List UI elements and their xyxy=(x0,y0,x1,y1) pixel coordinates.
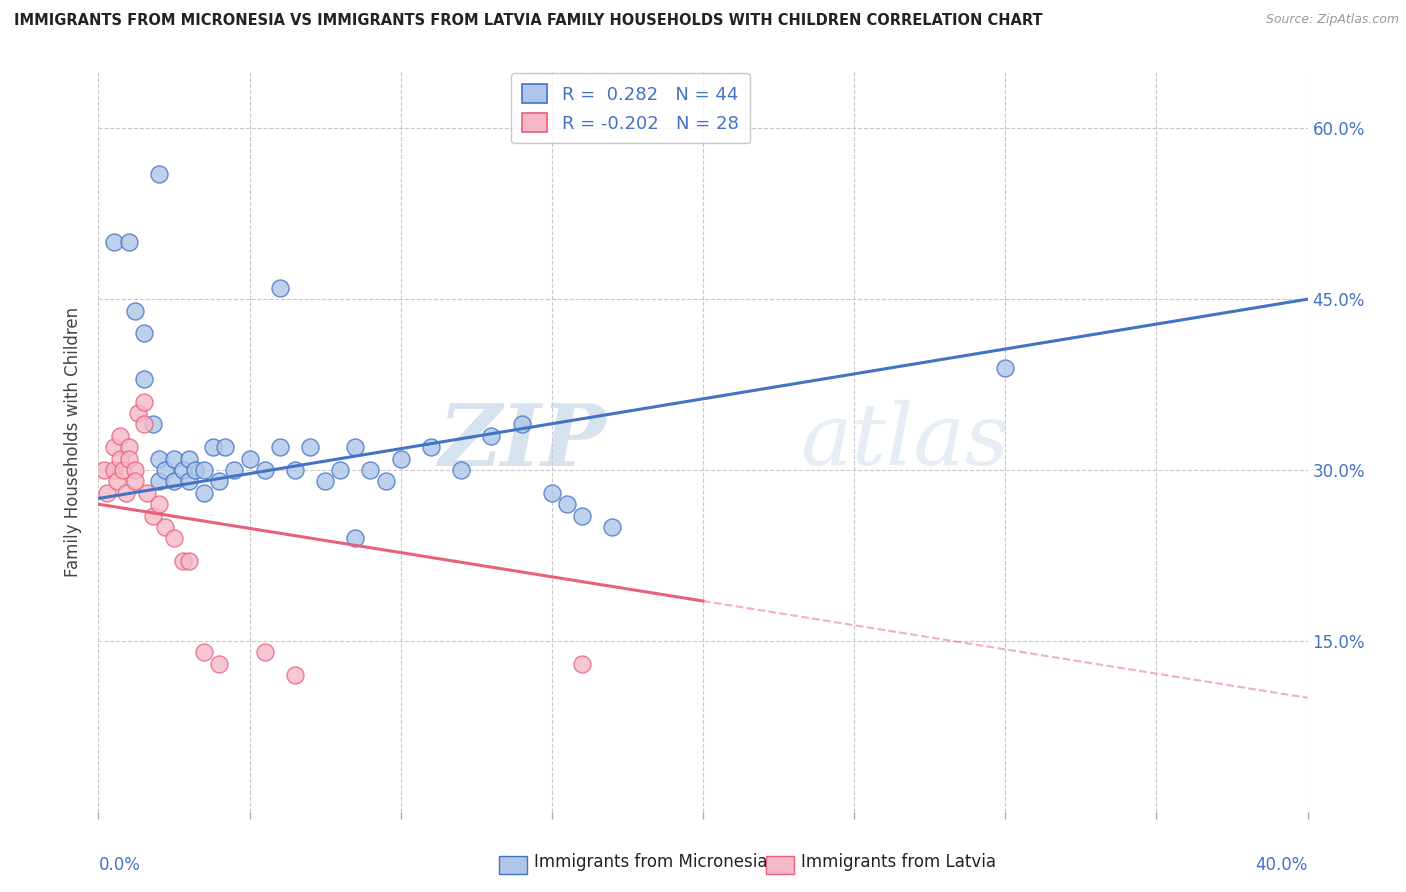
Point xyxy=(374,475,396,489)
Text: atlas: atlas xyxy=(800,401,1010,483)
Point xyxy=(179,451,201,466)
Point xyxy=(571,508,593,523)
Point xyxy=(93,463,115,477)
Point xyxy=(118,451,141,466)
Point xyxy=(153,520,176,534)
Point xyxy=(172,463,194,477)
Point xyxy=(124,475,146,489)
Point xyxy=(179,554,201,568)
Point xyxy=(481,429,503,443)
Point xyxy=(118,440,141,454)
Point xyxy=(111,463,134,477)
Point xyxy=(602,520,624,534)
Point xyxy=(172,554,194,568)
Point xyxy=(344,440,367,454)
Point xyxy=(450,463,472,477)
Text: 40.0%: 40.0% xyxy=(1256,856,1308,874)
Point xyxy=(179,475,201,489)
Y-axis label: Family Households with Children: Family Households with Children xyxy=(65,307,83,576)
Point xyxy=(540,485,562,500)
Point xyxy=(108,451,131,466)
Point xyxy=(105,475,128,489)
Text: Source: ZipAtlas.com: Source: ZipAtlas.com xyxy=(1265,13,1399,27)
Point xyxy=(253,463,276,477)
Point xyxy=(142,417,165,432)
Point xyxy=(148,497,170,511)
Text: ZIP: ZIP xyxy=(439,400,606,483)
Point xyxy=(314,475,336,489)
Point xyxy=(163,532,186,546)
Point xyxy=(135,485,157,500)
Point xyxy=(193,463,215,477)
Point xyxy=(193,485,215,500)
Point xyxy=(163,475,186,489)
Point xyxy=(148,451,170,466)
Text: Immigrants from Micronesia: Immigrants from Micronesia xyxy=(534,853,768,871)
Point xyxy=(224,463,246,477)
Point xyxy=(329,463,352,477)
Point xyxy=(284,668,307,682)
Point xyxy=(299,440,322,454)
Point xyxy=(132,326,155,341)
Point xyxy=(114,485,136,500)
Point xyxy=(124,303,146,318)
Point xyxy=(208,657,231,671)
Point xyxy=(148,475,170,489)
Point xyxy=(284,463,307,477)
Point xyxy=(208,475,231,489)
Point xyxy=(148,167,170,181)
Point xyxy=(132,417,155,432)
Point xyxy=(163,451,186,466)
Point xyxy=(127,406,149,420)
Point xyxy=(103,235,125,250)
Point xyxy=(253,645,276,659)
Point xyxy=(994,360,1017,375)
Point xyxy=(132,394,155,409)
Point xyxy=(108,429,131,443)
Point xyxy=(103,463,125,477)
Text: 0.0%: 0.0% xyxy=(98,856,141,874)
Point xyxy=(193,645,215,659)
Point xyxy=(555,497,578,511)
Text: Immigrants from Latvia: Immigrants from Latvia xyxy=(801,853,997,871)
Point xyxy=(420,440,443,454)
Point xyxy=(239,451,262,466)
Point xyxy=(118,235,141,250)
Point xyxy=(269,281,291,295)
Point xyxy=(96,485,118,500)
Point xyxy=(344,532,367,546)
Text: IMMIGRANTS FROM MICRONESIA VS IMMIGRANTS FROM LATVIA FAMILY HOUSEHOLDS WITH CHIL: IMMIGRANTS FROM MICRONESIA VS IMMIGRANTS… xyxy=(14,13,1043,29)
Point xyxy=(132,372,155,386)
Point xyxy=(153,463,176,477)
Point xyxy=(202,440,225,454)
Legend: R =  0.282   N = 44, R = -0.202   N = 28: R = 0.282 N = 44, R = -0.202 N = 28 xyxy=(512,73,749,144)
Point xyxy=(214,440,236,454)
Point xyxy=(571,657,593,671)
Point xyxy=(510,417,533,432)
Point xyxy=(360,463,382,477)
Point xyxy=(269,440,291,454)
Point xyxy=(103,440,125,454)
Point xyxy=(142,508,165,523)
Point xyxy=(184,463,207,477)
Point xyxy=(124,463,146,477)
Point xyxy=(389,451,412,466)
